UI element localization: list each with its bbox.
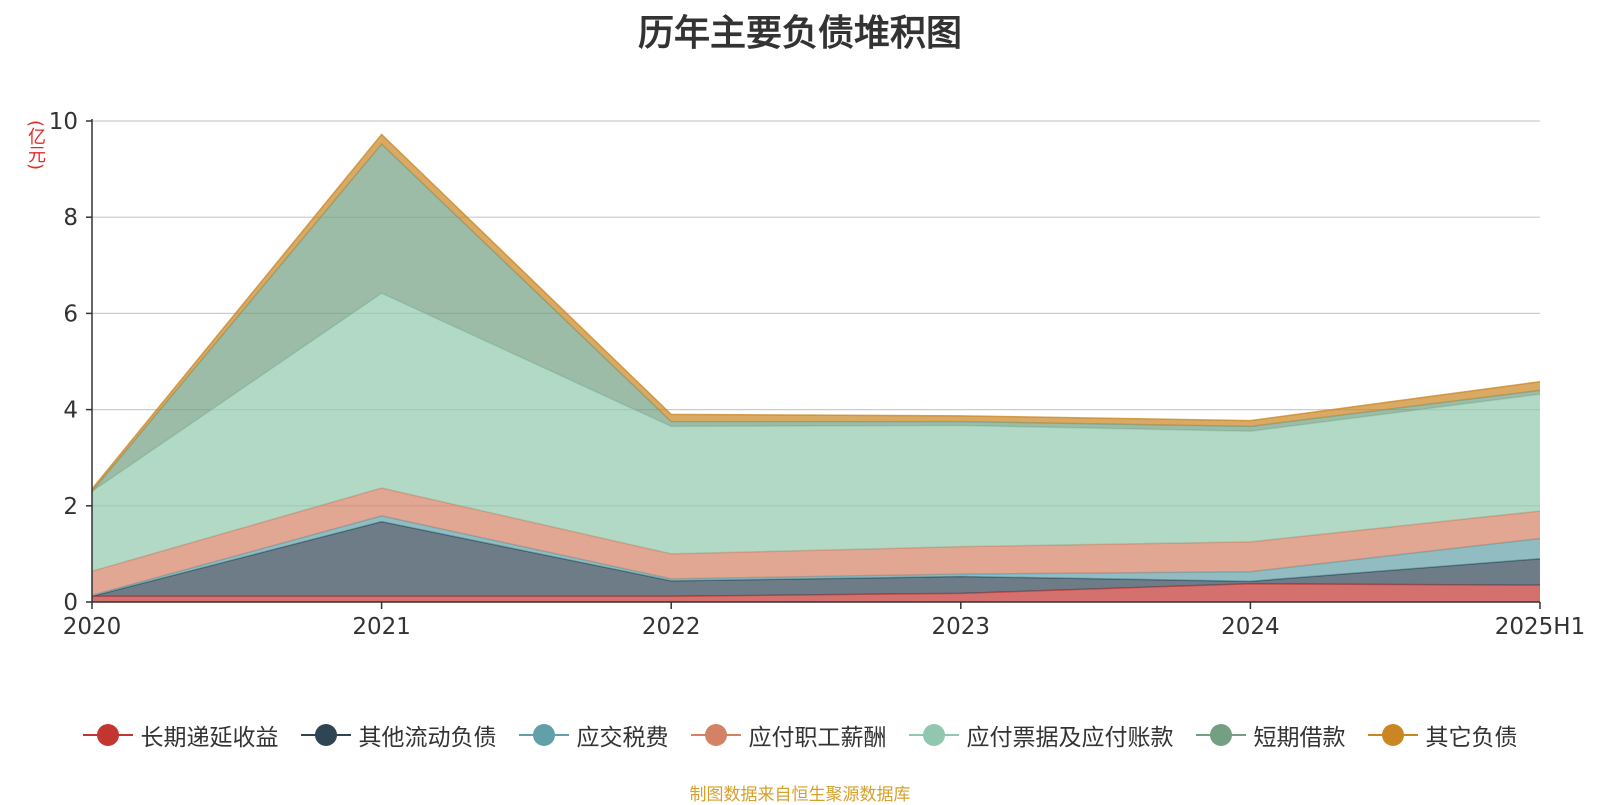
area-series-6: [92, 134, 1540, 492]
footer-source: 制图数据来自恒生聚源数据库: [689, 785, 911, 805]
legend-marker-icon: [518, 724, 569, 746]
legend-label: 长期递延收益: [140, 725, 279, 751]
area-series-0: [92, 583, 1540, 602]
legend-item-1[interactable]: 其他流动负债: [300, 718, 497, 752]
legend-label: 应付职工薪酬: [748, 725, 887, 751]
legend-marker-icon: [908, 724, 959, 746]
x-tick-label-4: 2024: [1221, 614, 1280, 640]
legend-item-3[interactable]: 应付职工薪酬: [690, 718, 887, 752]
y-axis-title: (亿元): [25, 120, 46, 171]
legend-marker-icon: [1195, 724, 1246, 746]
legend-label: 应付票据及应付账款: [966, 725, 1174, 751]
y-tick-label-8: 8: [63, 205, 78, 231]
legend-item-0[interactable]: 长期递延收益: [82, 718, 279, 752]
chart-title: 历年主要负债堆积图: [637, 13, 962, 54]
legend-item-4[interactable]: 应付票据及应付账款: [908, 718, 1174, 752]
legend-marker-icon: [82, 724, 133, 746]
legend-label: 短期借款: [1253, 725, 1346, 751]
line-series-6: [91, 133, 1541, 490]
area-series-4: [92, 293, 1540, 572]
y-tick-label-0: 0: [63, 590, 78, 616]
x-tick-label-3: 2023: [932, 614, 991, 640]
legend-item-6[interactable]: 其它负债: [1367, 718, 1518, 752]
legend-label: 其他流动负债: [358, 725, 497, 751]
legend-marker-icon: [300, 724, 351, 746]
x-tick-label-2: 2022: [642, 614, 701, 640]
legend-label: 应交税费: [576, 725, 669, 751]
legend-item-5[interactable]: 短期借款: [1195, 718, 1346, 752]
x-tick-label-0: 2020: [63, 614, 122, 640]
y-tick-label-2: 2: [63, 494, 78, 520]
y-tick-label-4: 4: [63, 398, 78, 424]
legend-item-2[interactable]: 应交税费: [518, 718, 669, 752]
legend-marker-icon: [690, 724, 741, 746]
area-series-2: [92, 515, 1540, 597]
axes: 0 2 4 6 8 10 2020 2021 2022 2023 2024 2025H1: [49, 109, 1586, 640]
area-series-1: [92, 521, 1540, 597]
area-series-5: [92, 144, 1540, 492]
legend-marker-icon: [1367, 724, 1418, 746]
stacked-areas: [91, 133, 1541, 602]
y-tick-label-6: 6: [63, 301, 78, 327]
legend: 长期递延收益 其他流动负债 应交税费 应付职工薪酬 应付票据及应付账款 短期借款 其它负债: [0, 718, 1600, 752]
x-tick-label-5: 2025H1: [1495, 614, 1585, 640]
y-tick-label-10: 10: [49, 109, 78, 135]
x-tick-label-1: 2021: [352, 614, 411, 640]
legend-label: 其它负债: [1425, 725, 1518, 751]
area-series-3: [92, 488, 1540, 596]
